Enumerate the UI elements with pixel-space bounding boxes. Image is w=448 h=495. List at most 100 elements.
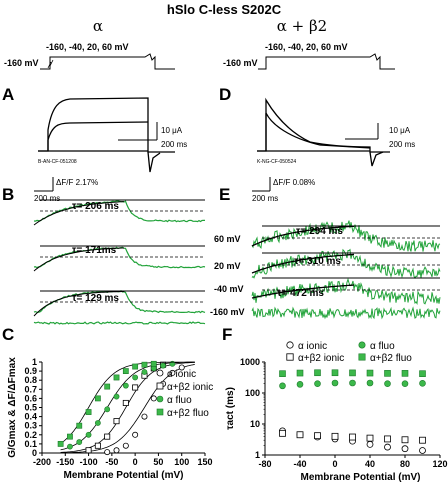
y-tick-label: 0.9 [24, 366, 37, 376]
data-point [366, 379, 374, 387]
x-axis-label: Membrane Potential (mV) [300, 472, 420, 483]
scale-bar-A: 10 μA 200 ms B-AN-CF-051208 [38, 122, 187, 165]
figure-title: hSlo C-less S202C [167, 2, 282, 17]
y-tick-label: 10 [250, 419, 260, 429]
protocol-steps-label: -160, -40, 20, 60 mV [46, 42, 129, 52]
legend-label: α ionic [298, 341, 327, 352]
scale-time-label: 200 ms [252, 194, 278, 203]
data-point [419, 447, 426, 454]
x-tick-label: 100 [174, 457, 189, 467]
data-point [141, 413, 148, 420]
data-point [67, 443, 73, 450]
data-point [76, 439, 83, 445]
y-tick-label: 0.5 [24, 403, 37, 413]
data-point [113, 393, 120, 400]
scale-current-label: 10 μA [161, 126, 183, 135]
legend-marker [156, 395, 164, 403]
fluorescence-traces-alpha-beta2 [251, 220, 441, 320]
current-traces-alpha [38, 97, 175, 173]
fit-curve [33, 247, 124, 272]
data-point [178, 364, 185, 371]
data-point [85, 447, 92, 454]
voltage-label: 60 mV [214, 234, 241, 244]
x-tick-label: 0 [133, 457, 138, 467]
y-tick-label: 1 [32, 357, 37, 367]
data-point [113, 374, 120, 381]
data-point [141, 369, 148, 375]
tau-label: τ= 294 ms [296, 226, 343, 237]
y-tick-label: 0.4 [24, 412, 37, 422]
data-point [401, 445, 409, 453]
record-id: B-AN-CF-051208 [38, 159, 77, 165]
legend-label: α fluo [370, 341, 395, 352]
scale-current-label: 10 μA [389, 126, 411, 135]
data-point [104, 406, 111, 413]
data-point [314, 432, 321, 440]
data-point [122, 368, 129, 374]
y-tick-label: 0.7 [24, 384, 37, 394]
x-tick-label: -80 [258, 459, 271, 469]
y-tick-label: 1 [255, 450, 260, 460]
panel-letter-A: A [2, 85, 14, 104]
data-point [419, 370, 426, 377]
data-point [104, 433, 111, 440]
data-point [331, 432, 339, 440]
data-point [419, 436, 426, 444]
tau-label: τ= 206 ms [72, 201, 119, 212]
data-point [384, 443, 391, 451]
y-tick-label: 0.8 [24, 375, 37, 385]
voltage-protocol-alpha-beta2: -160 mV -160, -40, 20, 60 mV [223, 42, 395, 70]
data-point [169, 369, 176, 376]
data-point [132, 374, 139, 381]
x-tick-label: -100 [80, 457, 98, 467]
panel-letter-B: B [2, 185, 14, 204]
protocol-hold-label: -160 mV [223, 58, 258, 68]
data-point [67, 433, 73, 440]
fluo-trace [33, 289, 206, 314]
y-axis-label: G/Gmax & ΔF/ΔFmax [7, 357, 18, 458]
record-id: K-NG-CF-050524 [257, 159, 296, 165]
data-point [384, 380, 391, 387]
scale-time-label: 200 ms [161, 140, 187, 149]
data-point [296, 431, 304, 439]
x-tick-label: 40 [365, 459, 375, 469]
data-point [331, 369, 339, 377]
data-point [384, 370, 391, 377]
y-tick-label: 100 [245, 388, 260, 398]
legend-label: α+β2 fluo [167, 408, 209, 419]
data-point [279, 382, 286, 390]
tau-label: τ= 472 ms [277, 288, 324, 299]
legend-label: α+β2 ionic [298, 353, 344, 364]
voltage-label: -160 mV [210, 307, 245, 317]
fit-curve [33, 201, 125, 226]
data-point [150, 360, 157, 367]
legend-label: α fluo [167, 395, 192, 406]
y-tick-label: 0.2 [24, 430, 37, 440]
fluorescence-traces-alpha [33, 199, 206, 325]
panel-letter-E: E [219, 185, 230, 204]
data-point [122, 442, 129, 449]
column-label-alpha-beta2: α + β2 [277, 17, 327, 35]
data-point [57, 440, 64, 447]
data-point [401, 436, 409, 444]
data-point [401, 380, 409, 387]
data-point [122, 382, 129, 389]
scale-fluo-label: ΔF/F 0.08% [273, 178, 315, 187]
data-point [349, 433, 356, 441]
data-point [94, 420, 101, 426]
data-point [349, 369, 356, 377]
fit-curve [60, 361, 195, 444]
protocol-hold-label: -160 mV [4, 58, 39, 68]
data-point [401, 370, 409, 377]
panel-letter-D: D [219, 85, 231, 104]
x-tick-label: -200 [33, 457, 51, 467]
data-point [366, 369, 374, 377]
x-tick-label: 0 [332, 459, 337, 469]
y-tick-label: 0 [32, 448, 37, 458]
data-point [94, 395, 101, 402]
fluo-trace [251, 277, 441, 306]
data-point [296, 369, 304, 377]
legend-marker [156, 408, 164, 416]
fit-curve [33, 291, 124, 317]
y-tick-label: 0.6 [24, 393, 37, 403]
